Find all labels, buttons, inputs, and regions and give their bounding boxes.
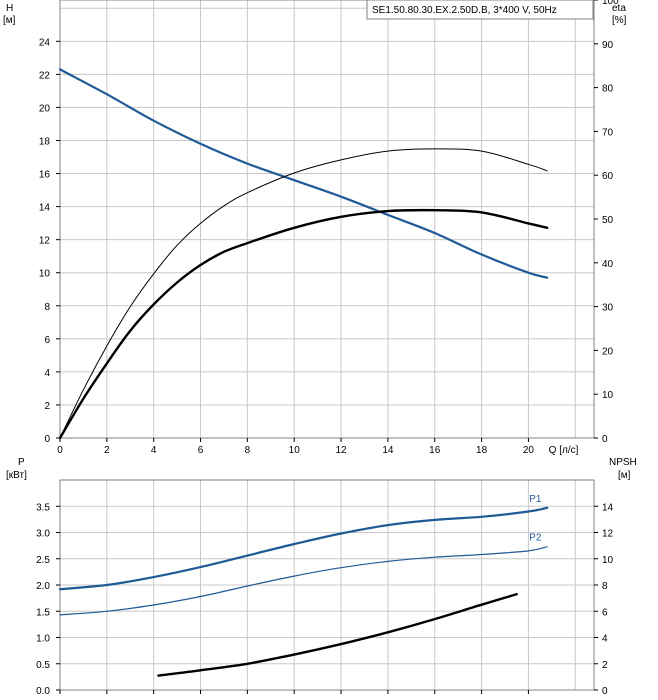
x-tick-label: 16	[429, 445, 441, 456]
y-left-tick-label: 6	[44, 335, 50, 346]
x-tick-label: 2	[104, 445, 110, 456]
y-left-tick-label: 10	[39, 269, 51, 280]
y-left-tick-label: 2.0	[36, 581, 50, 592]
title-box	[366, 0, 594, 20]
y-left-tick-label: 20	[39, 103, 51, 114]
y-left-tick-label: 22	[39, 70, 51, 81]
head-efficiency-chart: 0246810121416182022240102030405060708090…	[3, 0, 627, 456]
y-right-tick-label: 0	[602, 686, 608, 697]
y-right-tick-label: 20	[602, 346, 614, 357]
x-tick-label: 8	[245, 445, 251, 456]
y-left-tick-label: 3.5	[36, 502, 50, 513]
y-left-tick-label: 2.5	[36, 555, 50, 566]
y-right-tick-label: 100	[602, 0, 619, 7]
y-right-axis-unit: [%]	[612, 15, 627, 26]
y-right-tick-label: 10	[602, 555, 614, 566]
y-left-tick-label: 2	[44, 401, 50, 412]
p2-curve	[59, 546, 548, 616]
y-right-tick-label: 0	[602, 434, 608, 445]
x-tick-label: 12	[335, 445, 347, 456]
series-label-p2: P2	[529, 533, 542, 544]
y-left-tick-label: 0	[44, 434, 50, 445]
y-left-axis-unit: [кВт]	[6, 470, 27, 481]
y-right-axis-label: NPSH	[609, 457, 637, 468]
y-right-tick-label: 90	[602, 40, 614, 51]
efficiency-curve-thin	[59, 148, 548, 439]
efficiency-curve-thick	[58, 208, 549, 440]
y-left-tick-label: 3.0	[36, 529, 50, 540]
x-tick-label: 20	[523, 445, 535, 456]
x-tick-label: 10	[289, 445, 301, 456]
y-right-axis-label: eta	[612, 3, 626, 14]
y-left-tick-label: 8	[44, 302, 50, 313]
x-tick-label: 18	[476, 445, 488, 456]
chart-title: SE1.50.80.30.EX.2.50D.B, 3*400 V, 50Hz	[372, 5, 557, 16]
y-left-tick-label: 16	[39, 170, 51, 181]
y-right-tick-label: 8	[602, 581, 608, 592]
series-label-p1: P1	[529, 494, 542, 505]
y-left-tick-label: 1.5	[36, 607, 50, 618]
y-left-tick-label: 18	[39, 136, 51, 147]
x-tick-label: 6	[198, 445, 204, 456]
y-left-tick-label: 0.0	[36, 686, 50, 697]
y-right-axis-unit: [м]	[618, 470, 631, 481]
y-right-tick-label: 60	[602, 171, 614, 182]
y-left-tick-label: 4	[44, 368, 50, 379]
x-axis-label: Q [л/с]	[549, 445, 579, 456]
y-left-tick-label: 1.0	[36, 634, 50, 645]
x-tick-label: 0	[57, 445, 63, 456]
y-right-tick-label: 30	[602, 303, 614, 314]
y-right-tick-label: 50	[602, 215, 614, 226]
y-left-tick-label: 12	[39, 236, 51, 247]
x-tick-label: 14	[382, 445, 394, 456]
y-left-axis-label: H	[6, 3, 13, 14]
y-left-tick-label: 0.5	[36, 660, 50, 671]
y-right-tick-label: 12	[602, 529, 614, 540]
qh-curve	[58, 68, 549, 279]
p1-curve	[58, 506, 549, 591]
x-tick-label: 4	[151, 445, 157, 456]
y-left-tick-label: 14	[39, 203, 51, 214]
y-right-tick-label: 2	[602, 660, 608, 671]
y-right-tick-label: 40	[602, 259, 614, 270]
y-right-tick-label: 80	[602, 84, 614, 95]
y-left-tick-label: 24	[39, 37, 51, 48]
y-right-tick-label: 4	[602, 634, 608, 645]
npsh-curve	[157, 593, 518, 677]
y-right-tick-label: 70	[602, 127, 614, 138]
y-left-axis-label: P	[18, 457, 25, 468]
y-right-tick-label: 6	[602, 607, 608, 618]
y-right-tick-label: 14	[602, 502, 614, 513]
y-right-tick-label: 10	[602, 390, 614, 401]
power-npsh-chart: 0.0 0.5 1.0 1.5 2.0 2.5 3.0 3.5 0 2 4 6 8 10 12 14 P [кВт…	[6, 457, 637, 697]
y-left-axis-unit: [м]	[3, 15, 16, 26]
